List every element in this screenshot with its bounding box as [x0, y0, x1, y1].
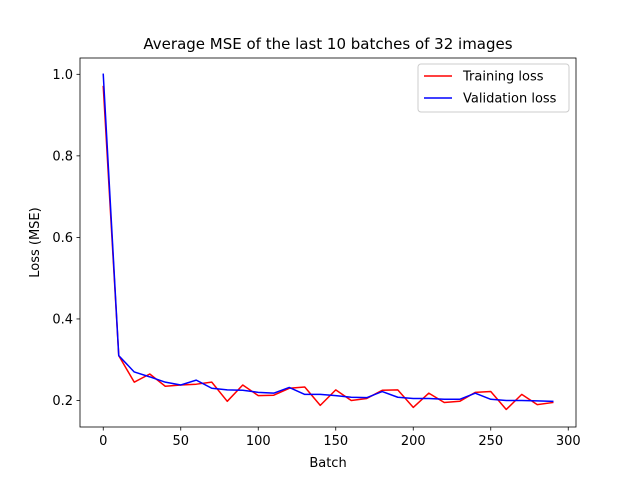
plot-area	[80, 58, 576, 427]
legend: Training loss Validation loss	[417, 63, 570, 113]
x-tick-label: 100	[246, 434, 271, 449]
axes-frame	[79, 57, 577, 428]
axes-layer: 0 50 100 150 200 250 300 0.2 0.4 0.6 0.8 1.0	[52, 57, 581, 449]
x-tick-label: 250	[478, 434, 503, 449]
y-tick-label: 0.6	[52, 231, 73, 246]
series-line-1	[102, 73, 554, 403]
x-tick-label: 50	[172, 434, 189, 449]
y-tick-label: 0.4	[52, 312, 73, 327]
y-tick-label: 1.0	[52, 68, 73, 83]
y-tick-label: 0.2	[52, 394, 73, 409]
legend-box	[417, 63, 570, 113]
x-tick-label: 150	[323, 434, 348, 449]
legend-label-1: Validation loss	[463, 92, 557, 107]
x-axis-label: Batch	[309, 456, 346, 471]
x-tick-label: 200	[401, 434, 426, 449]
y-tick-label: 0.8	[52, 149, 73, 164]
legend-label-0: Training loss	[462, 70, 544, 85]
chart-title: Average MSE of the last 10 batches of 32…	[143, 35, 512, 53]
y-axis-label: Loss (MSE)	[28, 207, 43, 277]
x-tick-label: 300	[556, 434, 581, 449]
x-tick-label: 0	[99, 434, 107, 449]
series-layer	[102, 73, 554, 411]
